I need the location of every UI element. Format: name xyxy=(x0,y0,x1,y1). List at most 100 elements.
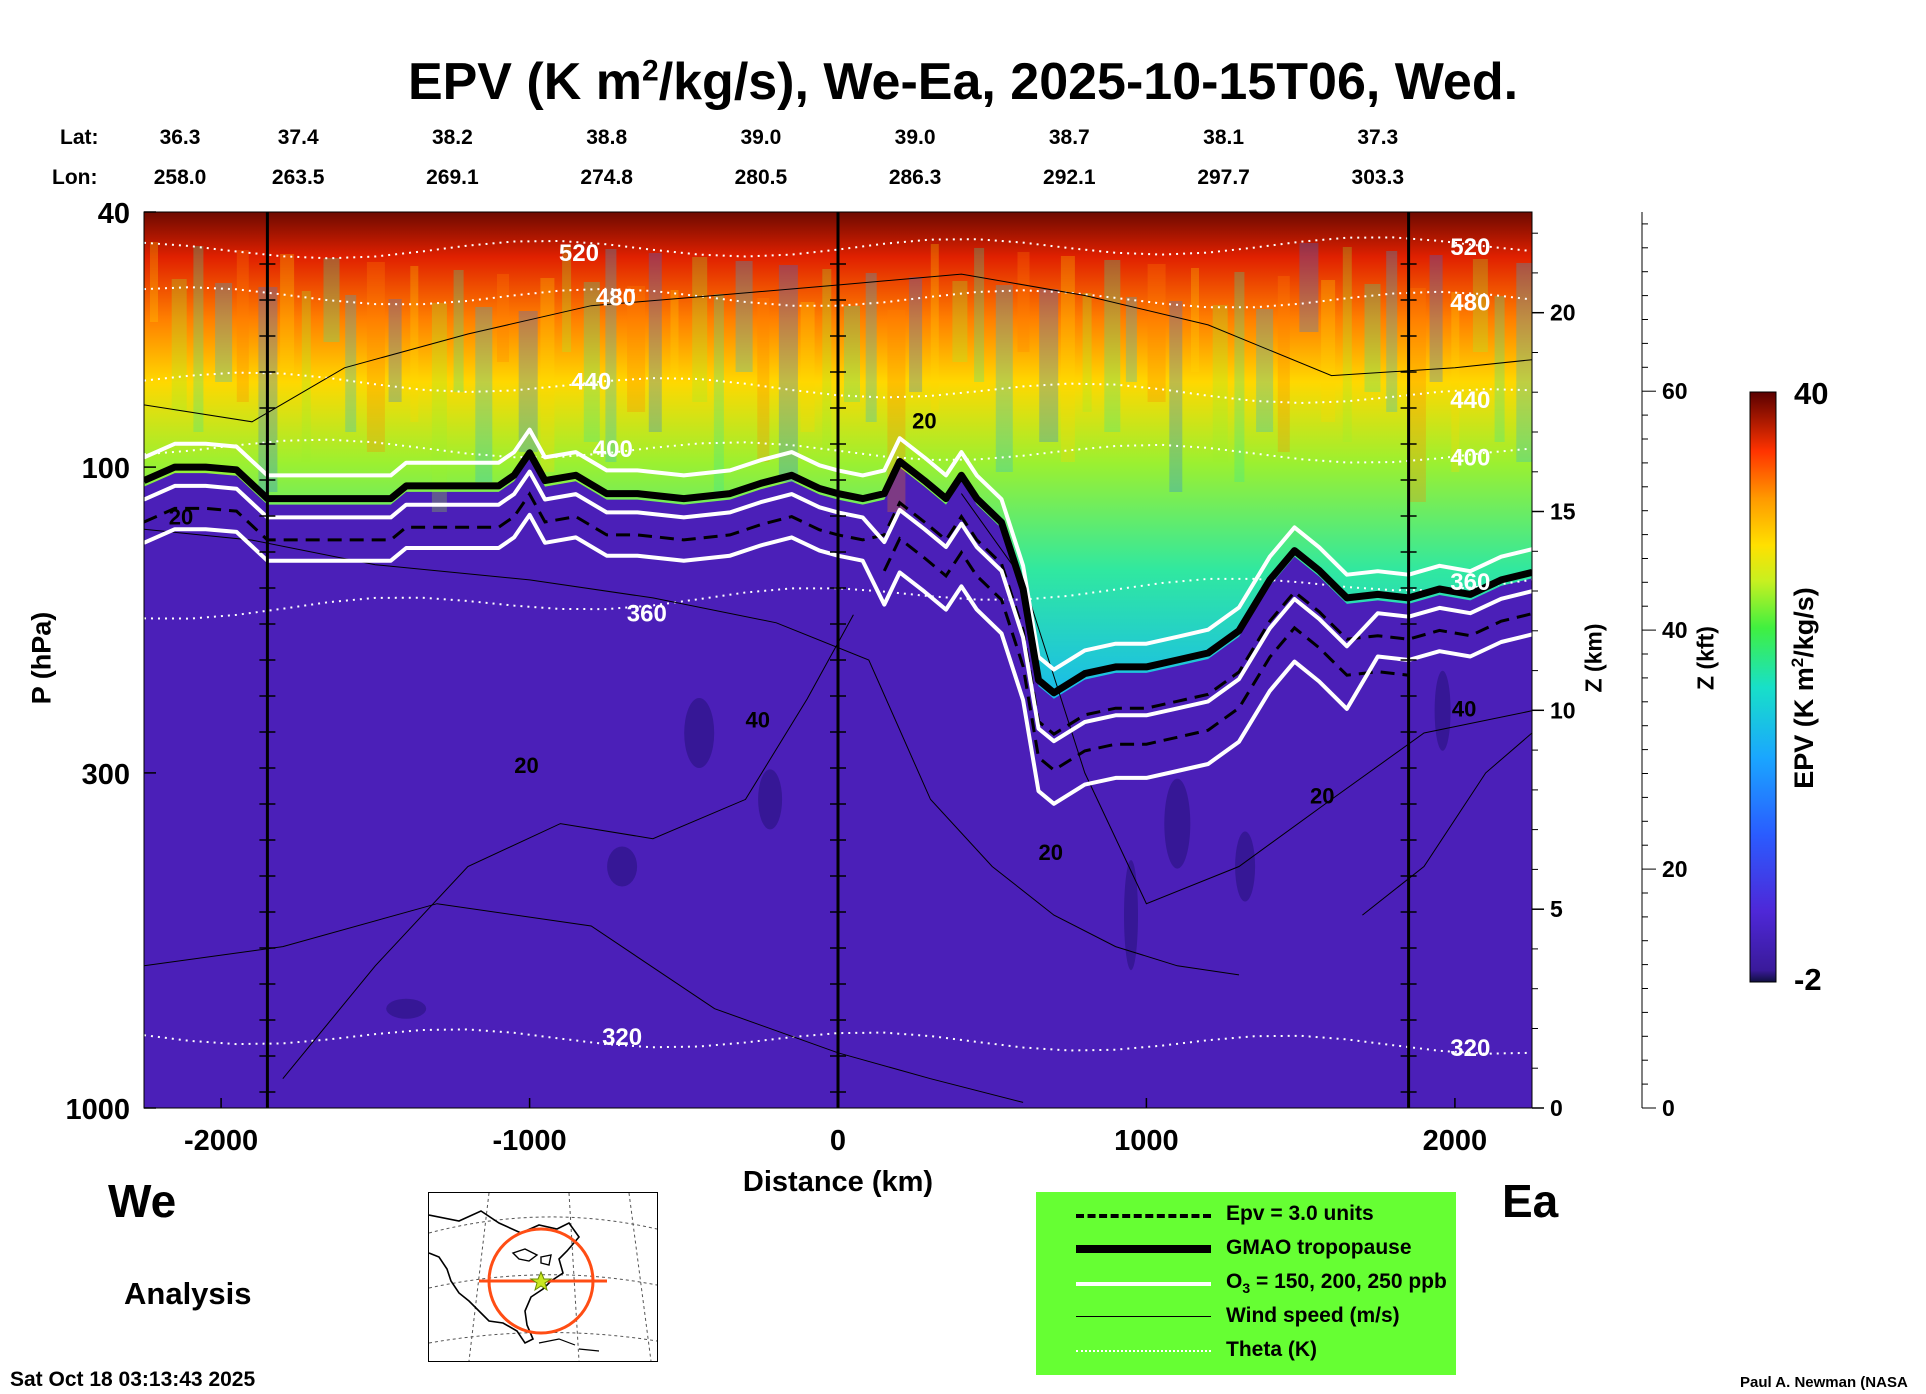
epv-column xyxy=(692,257,708,402)
epv-column xyxy=(930,244,939,412)
zkm-tick-label: 0 xyxy=(1550,1095,1563,1121)
analysis-label: Analysis xyxy=(124,1276,252,1311)
epv-column xyxy=(193,246,204,432)
epv-column xyxy=(1451,292,1460,472)
epv-column xyxy=(909,277,923,392)
legend-ozone: O3 = 150, 200, 250 ppb xyxy=(1036,1268,1456,1298)
epv-column xyxy=(1082,293,1092,412)
lon-value: 269.1 xyxy=(426,166,479,189)
ozone-contour-line xyxy=(144,469,1532,744)
theta-label-east: 360 xyxy=(1450,569,1490,596)
epv-column xyxy=(1234,272,1245,482)
x-axis-title: Distance (km) xyxy=(742,1166,934,1198)
wind-speed-label: 20 xyxy=(912,408,936,433)
y-tick-label: 40 xyxy=(98,198,130,230)
low-epv-patch xyxy=(386,998,427,1019)
theta-contour-line xyxy=(144,577,1532,620)
inset-map-drawing xyxy=(429,1193,657,1361)
legend-theta: Theta (K) xyxy=(1036,1336,1456,1366)
wind-speed-label: 20 xyxy=(1039,840,1063,865)
epv-column xyxy=(345,295,357,432)
lat-value: 36.3 xyxy=(160,126,201,149)
epv-column xyxy=(518,311,538,452)
epv-column xyxy=(583,282,600,442)
epv-column xyxy=(800,302,815,432)
epv-column xyxy=(475,307,493,482)
epv-column xyxy=(757,298,770,462)
lon-value: 280.5 xyxy=(735,166,788,189)
x-axis: -2000 -1000 0 1000 2000 xyxy=(184,1098,1487,1157)
pressure-axis: 40 100 300 1000 xyxy=(65,198,156,1126)
y-tick-label: 100 xyxy=(82,453,130,485)
theta-label: 320 xyxy=(602,1024,642,1051)
epv-column xyxy=(952,281,968,362)
y-axis-title: P (hPa) xyxy=(26,611,57,705)
legend-ozone-swatch xyxy=(1076,1282,1211,1286)
inset-map xyxy=(428,1192,658,1362)
z-km-axis: 0 5 10 15 20 xyxy=(1531,212,1576,1121)
theta-label-east: 440 xyxy=(1450,387,1490,414)
wind-speed-contour xyxy=(1362,732,1532,916)
lat-value: 37.3 xyxy=(1357,126,1398,149)
epv-column xyxy=(280,254,295,372)
x-tick-label: 2000 xyxy=(1423,1125,1488,1157)
colorbar-min-label: -2 xyxy=(1794,962,1822,997)
epv-column xyxy=(1386,251,1398,412)
west-label: We xyxy=(108,1175,177,1227)
epv-column xyxy=(1256,309,1274,432)
epv-column xyxy=(1125,297,1137,382)
x-tick-label: -1000 xyxy=(493,1125,567,1157)
epv-column xyxy=(540,278,555,472)
epv-column xyxy=(1299,243,1319,332)
epv-column xyxy=(562,245,572,352)
epv-column xyxy=(1429,255,1443,382)
legend-tropopause: GMAO tropopause xyxy=(1036,1234,1456,1264)
epv-column xyxy=(1191,268,1199,372)
epv-column xyxy=(1321,280,1336,422)
epv-contour-line xyxy=(144,491,1532,736)
zkm-tick-label: 15 xyxy=(1550,499,1576,525)
legend-ozone-text: O3 = 150, 200, 250 ppb xyxy=(1226,1270,1447,1297)
legend-theta-swatch xyxy=(1076,1350,1211,1352)
zkft-axis-title: Z (kft) xyxy=(1692,626,1719,690)
epv-3-unit-contours xyxy=(144,491,1532,772)
epv-column xyxy=(822,269,832,452)
epv-column xyxy=(974,248,985,382)
zkm-tick-label: 20 xyxy=(1550,300,1576,326)
theta-label-east: 480 xyxy=(1450,290,1490,317)
inset-caribbean xyxy=(538,1338,600,1352)
theta-contours xyxy=(144,236,1532,1055)
wind-speed-label: 20 xyxy=(1310,784,1334,809)
lat-lon-header: 36.3 258.0 37.4 263.5 38.2 269.1 38.8 274.8 39.0… xyxy=(154,126,1404,189)
epv-column xyxy=(1364,284,1381,392)
low-epv-patch xyxy=(684,698,715,768)
epv-column xyxy=(1104,260,1121,432)
epv-column xyxy=(453,270,464,392)
theta-label-east: 520 xyxy=(1450,234,1490,261)
epv-column xyxy=(1212,305,1228,462)
theta-contour-line xyxy=(144,371,1532,405)
inset-great-lakes xyxy=(511,1248,552,1266)
epv-column xyxy=(410,266,419,422)
wind-speed-label: 40 xyxy=(1452,697,1476,722)
lat-value: 38.1 xyxy=(1203,126,1244,149)
theta-label: 360 xyxy=(627,601,667,628)
zkft-tick-label: 60 xyxy=(1662,378,1688,404)
lat-header-label: Lat: xyxy=(60,126,99,149)
low-epv-patch xyxy=(1164,778,1191,869)
epv-column xyxy=(1039,289,1059,442)
epv-column xyxy=(865,273,877,422)
epv-column xyxy=(1342,247,1352,442)
epv-column xyxy=(735,261,753,372)
legend-theta-text: Theta (K) xyxy=(1226,1338,1317,1361)
epv-column xyxy=(844,306,860,402)
wind-speed-label: 20 xyxy=(514,753,538,778)
legend: Epv = 3.0 units GMAO tropopause O3 = 150… xyxy=(1036,1192,1456,1375)
low-epv-patch xyxy=(607,846,638,887)
wind-speed-labels: 20 20 40 20 20 20 40 xyxy=(169,408,1477,865)
zkm-tick-label: 10 xyxy=(1550,697,1576,723)
ozone-contours xyxy=(144,427,1532,806)
lat-value: 39.0 xyxy=(895,126,936,149)
theta-label: 440 xyxy=(571,369,611,396)
